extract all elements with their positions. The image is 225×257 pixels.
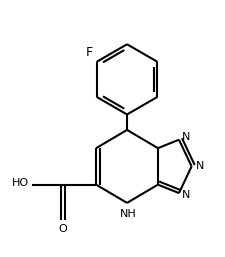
Text: NH: NH [119, 209, 136, 219]
Text: F: F [85, 46, 92, 59]
Text: N: N [182, 133, 190, 142]
Text: N: N [195, 161, 203, 171]
Text: N: N [182, 190, 190, 200]
Text: HO: HO [12, 178, 29, 188]
Text: O: O [58, 224, 67, 234]
